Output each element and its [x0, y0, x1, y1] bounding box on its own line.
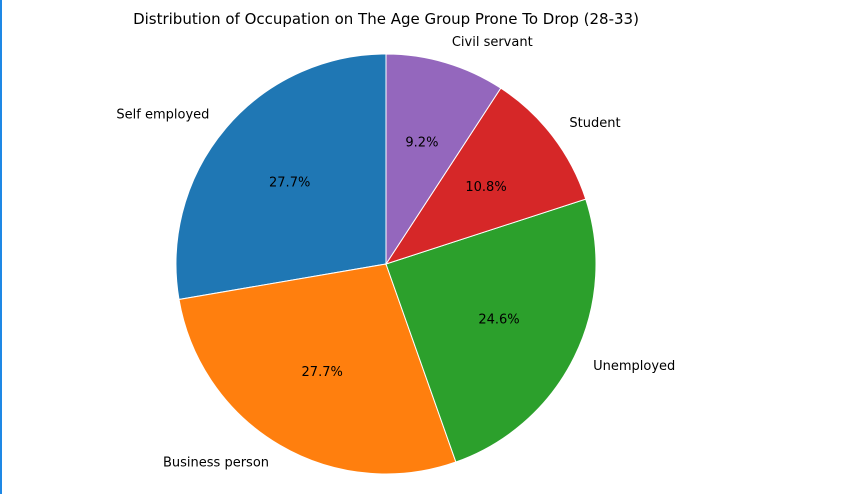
pie-slices	[175, 53, 597, 475]
pie-slice-business-person	[178, 263, 457, 475]
pie-category-label-unemployed: Unemployed	[593, 359, 675, 374]
pie-category-label-civil-servant: Civil servant	[452, 35, 533, 50]
pie-category-label-business-person: Business person	[163, 456, 269, 471]
pie-category-label-student: Student	[569, 116, 620, 131]
pie-pct-label-business-person: 27.7%	[302, 365, 343, 380]
pie-slice-unemployed	[385, 198, 597, 463]
pie-pct-label-unemployed: 24.6%	[478, 312, 519, 327]
pie-slice-student	[384, 87, 587, 265]
chart-title: Distribution of Occupation on The Age Gr…	[133, 10, 639, 28]
pie-slice-self-employed	[175, 53, 387, 301]
pie-slice-civil-servant	[385, 53, 502, 266]
pie-pct-label-civil-servant: 9.2%	[405, 136, 438, 151]
left-accent-bar	[0, 0, 2, 494]
pie-category-label-self-employed: Self employed	[116, 108, 209, 123]
pie-labels: 27.7% Self employed 27.7% Business person 24…	[116, 35, 675, 471]
pie-pct-label-self-employed: 27.7%	[269, 175, 310, 190]
pie-pct-label-student: 10.8%	[465, 180, 506, 195]
